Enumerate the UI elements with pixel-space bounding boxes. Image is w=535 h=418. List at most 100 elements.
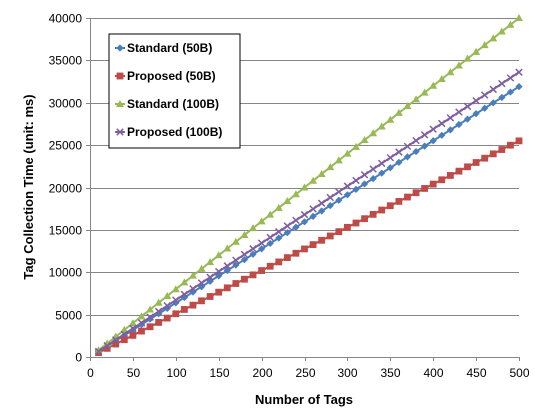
data-point-proposed-100b: [480, 91, 489, 99]
data-point-proposed-100b: [343, 182, 352, 190]
data-point-standard-100b: [214, 251, 223, 259]
legend-item-proposed-100b: Proposed (100B): [115, 125, 222, 139]
data-point-proposed-50b: [352, 219, 360, 227]
data-point-standard-100b: [137, 312, 146, 320]
data-point-proposed-50b: [180, 306, 188, 313]
data-point-standard-100b: [351, 142, 360, 150]
data-point-standard-100b: [283, 197, 292, 205]
series-group: [94, 14, 523, 357]
data-point-proposed-50b: [318, 236, 326, 244]
data-point-standard-50b: [232, 261, 240, 269]
data-point-proposed-100b: [266, 233, 274, 242]
legend-marker-proposed-50b: [116, 72, 124, 80]
data-point-standard-100b: [146, 305, 155, 313]
data-point-proposed-100b: [120, 330, 129, 338]
data-point-standard-100b: [326, 163, 335, 171]
data-point-proposed-50b: [172, 310, 180, 318]
data-point-standard-100b: [497, 27, 506, 35]
data-point-proposed-50b: [498, 146, 506, 153]
data-point-proposed-100b: [206, 273, 214, 281]
data-point-proposed-100b: [275, 228, 283, 236]
data-point-proposed-100b: [377, 159, 386, 168]
data-point-proposed-100b: [249, 245, 257, 253]
data-point-proposed-100b: [446, 114, 455, 122]
data-point-standard-50b: [223, 266, 231, 275]
data-point-proposed-100b: [257, 239, 266, 247]
data-point-proposed-100b: [292, 216, 300, 225]
data-point-proposed-100b: [163, 301, 171, 310]
data-point-proposed-50b: [386, 202, 394, 210]
data-point-standard-50b: [472, 110, 480, 118]
legend-items: Standard (50B) Proposed (50B) Standard (10…: [115, 41, 222, 139]
data-point-standard-50b: [352, 185, 360, 193]
data-point-standard-50b: [283, 229, 291, 237]
data-point-standard-100b: [171, 285, 180, 293]
data-point-standard-100b: [506, 20, 515, 28]
data-point-standard-50b: [326, 202, 334, 210]
data-point-proposed-50b: [120, 336, 128, 344]
data-point-standard-100b: [437, 75, 446, 83]
data-point-standard-100b: [515, 14, 523, 21]
data-point-standard-100b: [300, 183, 309, 191]
data-point-standard-50b: [463, 115, 472, 123]
legend-item-proposed-50b: Proposed (50B): [115, 69, 216, 83]
series-proposed-100b: [94, 68, 523, 356]
data-point-standard-50b: [240, 256, 249, 264]
data-point-proposed-50b: [223, 284, 231, 292]
data-point-proposed-100b: [223, 262, 232, 270]
data-point-standard-100b: [94, 346, 103, 354]
data-point-proposed-50b: [206, 293, 214, 300]
data-point-standard-50b: [360, 180, 369, 188]
data-point-proposed-50b: [146, 323, 154, 331]
data-point-proposed-100b: [489, 85, 497, 94]
data-point-standard-100b: [412, 95, 421, 103]
data-point-proposed-50b: [292, 249, 300, 257]
data-point-proposed-100b: [154, 307, 163, 316]
data-point-proposed-50b: [103, 344, 111, 352]
y-tick-label: 40000: [49, 12, 83, 26]
data-point-standard-50b: [318, 207, 326, 215]
axes: [86, 18, 520, 361]
data-point-standard-100b: [317, 169, 326, 177]
data-point-standard-100b: [309, 176, 318, 184]
data-point-standard-50b: [515, 83, 523, 91]
data-point-proposed-100b: [498, 79, 506, 88]
data-point-standard-100b: [120, 325, 129, 333]
data-point-proposed-50b: [429, 180, 437, 188]
data-point-proposed-100b: [438, 119, 446, 128]
data-point-proposed-50b: [155, 319, 163, 326]
y-tick-label: 10000: [49, 266, 83, 280]
legend-label-standard-100b: Standard (100B): [127, 97, 219, 111]
data-point-proposed-100b: [463, 102, 472, 111]
data-point-proposed-100b: [129, 324, 137, 333]
data-point-standard-50b: [155, 310, 163, 318]
data-point-proposed-50b: [258, 267, 265, 274]
data-point-standard-50b: [300, 218, 309, 226]
data-point-standard-50b: [421, 142, 429, 150]
data-point-proposed-100b: [335, 188, 343, 196]
data-point-proposed-100b: [112, 336, 120, 344]
data-point-standard-100b: [266, 210, 275, 218]
data-point-standard-50b: [129, 326, 137, 334]
data-point-standard-100b: [223, 244, 232, 252]
data-point-standard-50b: [498, 93, 506, 102]
data-point-proposed-50b: [241, 275, 248, 283]
data-point-proposed-50b: [404, 193, 411, 201]
data-point-proposed-50b: [129, 331, 137, 339]
data-point-proposed-50b: [249, 271, 257, 279]
data-point-proposed-100b: [172, 296, 180, 304]
legend-item-standard-50b: Standard (50B): [115, 41, 212, 55]
data-point-proposed-100b: [386, 153, 395, 162]
legend-label-proposed-100b: Proposed (100B): [127, 125, 222, 139]
data-point-proposed-50b: [189, 301, 197, 309]
data-point-proposed-50b: [301, 245, 308, 253]
data-point-proposed-100b: [197, 279, 206, 287]
data-point-proposed-100b: [232, 256, 240, 264]
data-point-standard-100b: [163, 291, 172, 299]
data-point-standard-100b: [489, 34, 498, 42]
series-standard-100b: [94, 14, 523, 354]
data-point-standard-100b: [480, 41, 489, 49]
data-point-proposed-50b: [455, 167, 463, 175]
data-point-standard-100b: [446, 68, 455, 76]
